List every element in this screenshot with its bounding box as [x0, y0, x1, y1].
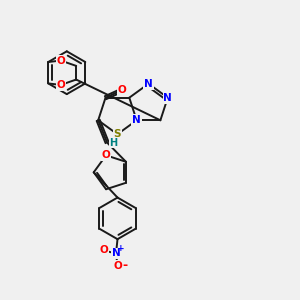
- Text: H: H: [110, 138, 118, 148]
- Text: O: O: [102, 150, 110, 160]
- Text: N: N: [112, 248, 120, 258]
- Text: -: -: [122, 260, 128, 272]
- Text: O: O: [118, 85, 126, 95]
- Text: O: O: [56, 56, 65, 65]
- Text: N: N: [132, 115, 141, 125]
- Text: +: +: [117, 244, 125, 253]
- Text: N: N: [144, 79, 153, 89]
- Text: O: O: [113, 261, 122, 271]
- Text: N: N: [164, 93, 172, 103]
- Text: O: O: [99, 245, 108, 256]
- Text: O: O: [56, 80, 65, 90]
- Text: S: S: [114, 129, 121, 139]
